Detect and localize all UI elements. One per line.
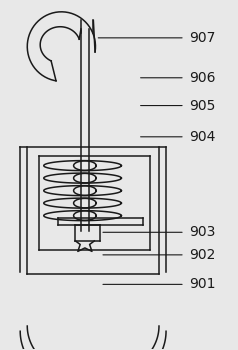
Text: 907: 907 xyxy=(189,31,216,45)
Text: 905: 905 xyxy=(189,99,216,113)
Text: 901: 901 xyxy=(189,277,216,291)
Text: 906: 906 xyxy=(189,71,216,85)
Text: 904: 904 xyxy=(189,130,216,144)
Text: 903: 903 xyxy=(189,225,216,239)
Text: 902: 902 xyxy=(189,248,216,262)
